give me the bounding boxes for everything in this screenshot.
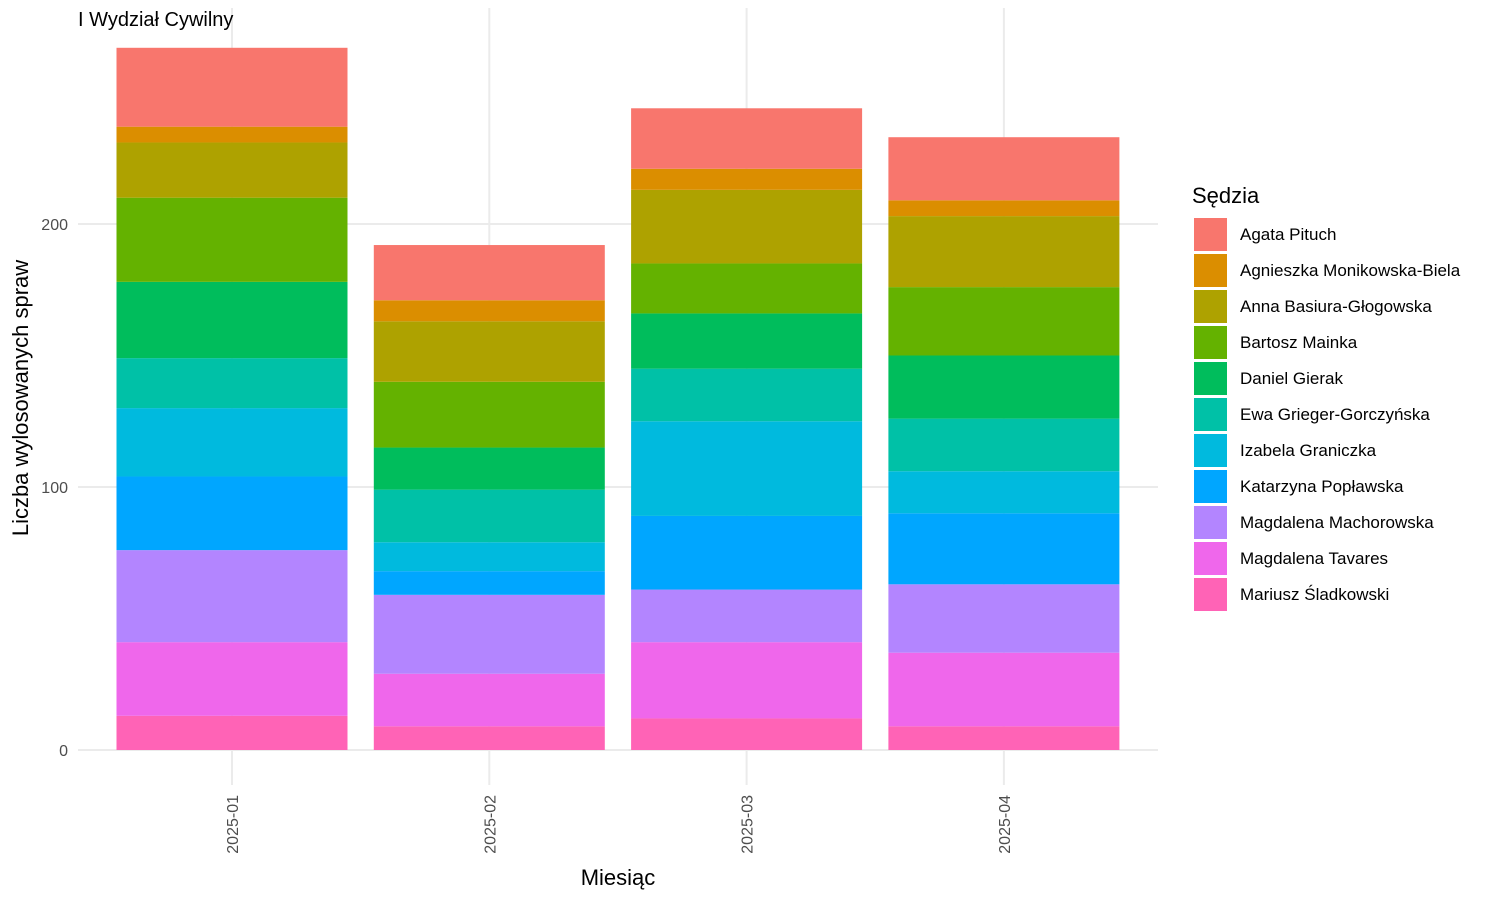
chart-title: I Wydział Cywilny [78, 9, 233, 31]
bar-segment [373, 673, 605, 727]
legend-swatch [1194, 254, 1227, 287]
bar-segment [631, 189, 863, 264]
bar-segment [888, 355, 1120, 419]
bar-segment [373, 245, 605, 301]
x-tick-label: 2025-04 [997, 795, 1014, 854]
legend-swatch [1194, 542, 1227, 575]
bar-segment [631, 515, 863, 590]
bar-segment [373, 726, 605, 750]
bar-segment [888, 471, 1120, 514]
bar-segment [631, 589, 863, 643]
bar-segment [631, 642, 863, 719]
legend-label: Anna Basiura-Głogowska [1240, 297, 1432, 316]
legend-swatch [1194, 578, 1227, 611]
bar-segment [888, 584, 1120, 653]
bar-segment [631, 168, 863, 190]
legend-swatch [1194, 506, 1227, 539]
x-tick-label: 2025-01 [225, 795, 242, 854]
bar-segment [373, 542, 605, 572]
legend-swatch [1194, 218, 1227, 251]
bar-segment [888, 200, 1120, 217]
bar-segment [116, 715, 348, 750]
bar-segment [888, 418, 1120, 472]
legend-label: Daniel Gierak [1240, 369, 1343, 388]
legend-swatch [1194, 290, 1227, 323]
legend-swatch [1194, 398, 1227, 431]
legend-label: Magdalena Machorowska [1240, 513, 1434, 532]
bar-segment [116, 408, 348, 477]
bar-segment [631, 368, 863, 422]
legend-items: Agata Pituch Agnieszka Monikowska-Biela An… [1194, 218, 1461, 611]
legend-label: Ewa Grieger-Gorczyńska [1240, 405, 1430, 424]
legend-swatch [1194, 470, 1227, 503]
bar-segment [888, 726, 1120, 750]
bar-segment [116, 358, 348, 409]
bar-segment [631, 108, 863, 169]
legend-label: Magdalena Tavares [1240, 549, 1388, 568]
bars [116, 47, 1120, 750]
bar-segment [116, 126, 348, 143]
bar-segment [116, 476, 348, 551]
bar-segment [631, 718, 863, 750]
bar-segment [373, 594, 605, 674]
x-axis-ticks: 2025-01 2025-02 2025-03 2025-04 [225, 795, 1014, 854]
bar-segment [116, 281, 348, 359]
y-tick-label: 200 [41, 217, 68, 234]
bar-segment [116, 142, 348, 198]
y-axis-title: Liczba wylosowanych spraw [8, 260, 33, 536]
legend-title: Sędzia [1192, 183, 1260, 208]
y-tick-label: 0 [59, 743, 68, 760]
bar-segment [373, 321, 605, 382]
bar-segment [116, 47, 348, 127]
legend: Sędzia Agata Pituch Agnieszka Monikowska-… [1192, 183, 1461, 611]
bar-segment [888, 216, 1120, 288]
legend-swatch [1194, 362, 1227, 395]
legend-label: Agata Pituch [1240, 225, 1336, 244]
y-axis-ticks: 0 100 200 [41, 217, 68, 760]
legend-swatch [1194, 326, 1227, 359]
bar-segment [888, 513, 1120, 585]
bar-segment [373, 489, 605, 543]
x-tick-label: 2025-02 [482, 795, 499, 854]
x-tick-label: 2025-03 [740, 795, 757, 854]
bar-segment [373, 447, 605, 490]
legend-label: Katarzyna Popławska [1240, 477, 1404, 496]
bar-segment [373, 571, 605, 595]
bar-segment [116, 642, 348, 716]
bar-segment [631, 421, 863, 516]
legend-label: Izabela Graniczka [1240, 441, 1377, 460]
legend-label: Mariusz Śladkowski [1240, 585, 1389, 604]
bar-segment [631, 313, 863, 369]
legend-label: Agnieszka Monikowska-Biela [1240, 261, 1461, 280]
y-tick-label: 100 [41, 480, 68, 497]
bar-segment [888, 287, 1120, 356]
bar-segment [888, 137, 1120, 201]
x-axis-title: Miesiąc [581, 865, 656, 890]
bar-segment [373, 381, 605, 448]
legend-swatch [1194, 434, 1227, 467]
bar-segment [631, 263, 863, 314]
bar-segment [888, 652, 1120, 727]
bar-segment [116, 550, 348, 643]
legend-label: Bartosz Mainka [1240, 333, 1358, 352]
bar-segment [373, 300, 605, 322]
bar-segment [116, 197, 348, 282]
